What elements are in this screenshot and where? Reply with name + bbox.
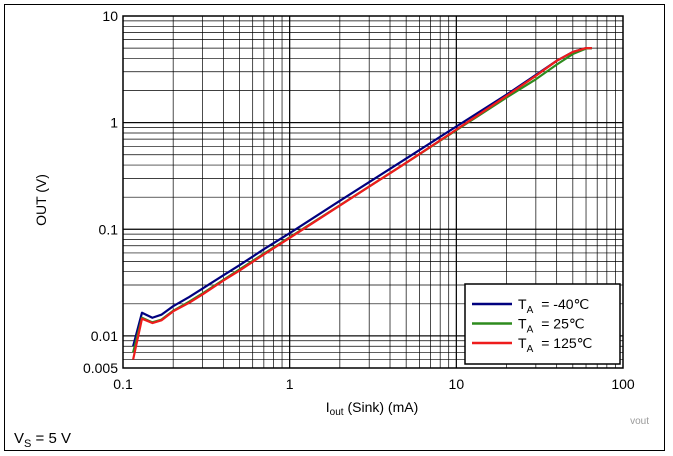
x-tick-label: 10: [449, 376, 465, 392]
x-axis-label-rest: (Sink) (mA): [344, 399, 419, 415]
y-tick-label: 0.005: [83, 360, 118, 376]
x-axis-label-main: I: [326, 399, 330, 415]
x-tick-label: 100: [611, 376, 635, 392]
watermark-label: vout: [630, 416, 649, 427]
series-line-3: [132, 46, 592, 360]
y-tick-label: 1: [110, 115, 118, 131]
figure-frame: [4, 4, 665, 451]
footnote-sub: S: [24, 438, 32, 450]
y-axis-label: OUT (V): [33, 174, 49, 226]
plot-area-border: [122, 15, 624, 369]
y-tick-label: 10: [102, 8, 118, 24]
footnote-main: V: [14, 430, 25, 447]
x-axis-label: Iout (Sink) (mA): [326, 399, 418, 418]
legend-label-3: TA = 125℃: [518, 335, 592, 355]
y-tick-label: 0.01: [91, 328, 118, 344]
y-tick-label: 0.1: [99, 221, 119, 237]
series-layer: [132, 46, 592, 360]
x-tick-label: 0.1: [113, 376, 133, 392]
legend-label-1: TA = -40℃: [518, 296, 589, 316]
footnote-rest: = 5 V: [31, 430, 71, 447]
x-axis-label-sub: out: [330, 407, 344, 418]
legend: TA = -40℃TA = 25℃TA = 125℃: [464, 283, 621, 365]
supply-voltage-note: VS = 5 V: [14, 430, 71, 450]
x-tick-label: 1: [286, 376, 294, 392]
tick-labels: 0.1 1 10 100 0.005 0.01 0.1 1 10: [83, 8, 635, 392]
legend-label-2: TA = 25℃: [518, 316, 585, 336]
